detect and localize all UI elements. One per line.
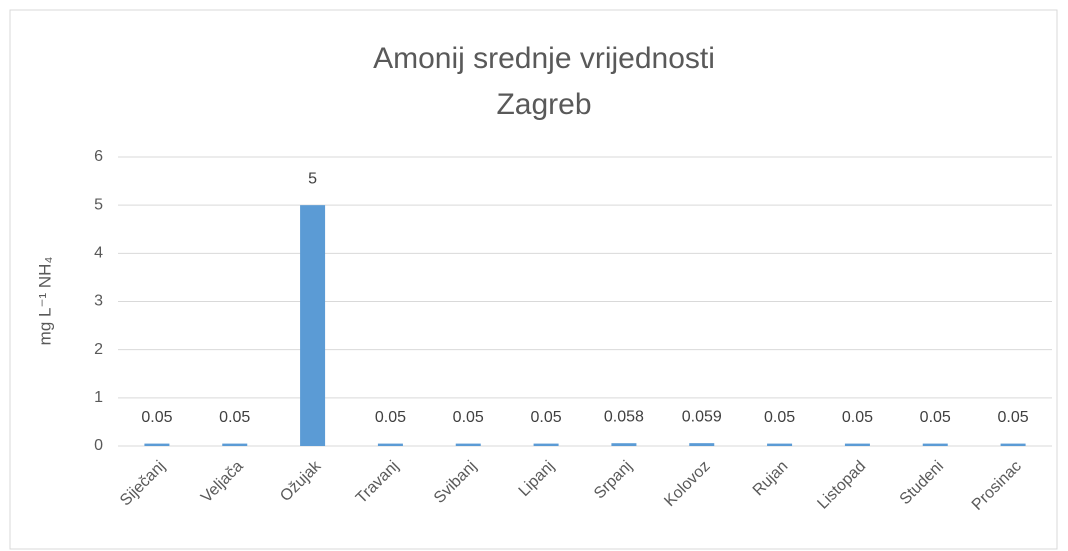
data-label: 0.05 — [920, 409, 951, 426]
bar — [922, 443, 948, 446]
bar — [689, 443, 715, 446]
data-label: 0.05 — [998, 409, 1029, 426]
data-label: 0.05 — [764, 409, 795, 426]
bar — [533, 443, 559, 446]
bar — [767, 443, 793, 446]
data-label: 0.058 — [604, 408, 644, 425]
y-tick-label: 0 — [94, 437, 103, 454]
chart-border — [9, 9, 1058, 550]
y-tick-label: 1 — [94, 389, 103, 406]
y-tick-label: 3 — [94, 293, 103, 310]
data-label: 0.05 — [531, 409, 562, 426]
y-tick-label: 6 — [94, 148, 103, 165]
data-label: 0.05 — [219, 409, 250, 426]
y-axis-label: mg L⁻¹ NH₄ — [35, 257, 54, 346]
bar — [377, 443, 403, 446]
bar — [455, 443, 481, 446]
bar — [844, 443, 870, 446]
bar — [144, 443, 170, 446]
data-label: 0.059 — [682, 408, 722, 425]
bar — [611, 443, 637, 446]
y-tick-label: 2 — [94, 341, 103, 358]
chart-title: Amonij srednje vrijednosti — [373, 42, 715, 75]
data-label: 0.05 — [453, 409, 484, 426]
bar — [222, 443, 248, 446]
bar — [1000, 443, 1026, 446]
y-tick-label: 4 — [94, 245, 103, 262]
data-label: 0.05 — [141, 409, 172, 426]
y-tick-label: 5 — [94, 196, 103, 213]
bar — [300, 205, 326, 446]
data-label: 0.05 — [842, 409, 873, 426]
data-label: 0.05 — [375, 409, 406, 426]
data-label: 5 — [308, 170, 317, 187]
chart-subtitle: Zagreb — [496, 88, 591, 121]
